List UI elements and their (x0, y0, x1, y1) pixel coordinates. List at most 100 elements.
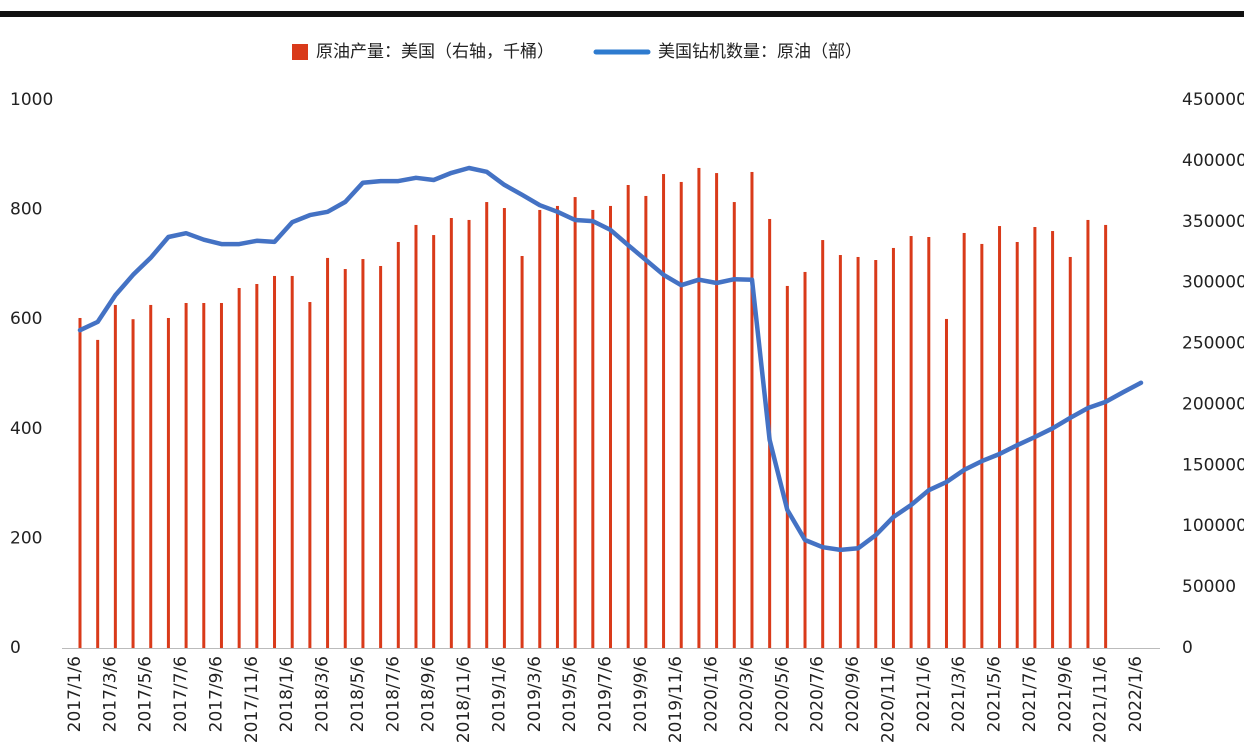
bar (803, 271, 807, 648)
bar (219, 303, 223, 648)
x-tick-label: 2022/1/6 (1126, 656, 1146, 732)
y2-tick-label: 400000 (1182, 151, 1244, 171)
bar (927, 237, 931, 648)
x-tick-label: 2020/9/6 (843, 656, 863, 732)
x-tick-label: 2020/5/6 (772, 656, 792, 732)
bar (255, 284, 259, 648)
x-tick-label: 2020/7/6 (808, 656, 828, 732)
bar (485, 202, 489, 648)
y2-tick-label: 250000 (1182, 334, 1244, 354)
bar (821, 240, 825, 649)
x-tick-label: 2018/11/6 (454, 656, 474, 743)
bar (538, 209, 542, 648)
bar (467, 219, 471, 648)
x-tick-label: 2021/11/6 (1091, 656, 1111, 743)
x-tick-label: 2017/7/6 (171, 656, 191, 732)
y2-tick-label: 100000 (1182, 516, 1244, 536)
bar (838, 255, 842, 648)
x-tick-label: 2021/5/6 (985, 656, 1005, 732)
bar (396, 241, 400, 648)
bar (980, 243, 984, 648)
bar (732, 202, 736, 648)
bar (520, 255, 524, 649)
x-tick-label: 2019/3/6 (525, 656, 545, 732)
bar (909, 236, 913, 649)
top-rule (0, 11, 1244, 17)
y2-tick-label: 300000 (1182, 273, 1244, 293)
bar (449, 218, 453, 648)
bar (166, 317, 170, 648)
bar (202, 303, 206, 648)
bar (874, 260, 878, 648)
line (77, 165, 1144, 553)
bar (662, 174, 666, 648)
bar (679, 181, 683, 648)
bar (998, 226, 1002, 649)
x-tick-label: 2021/1/6 (914, 656, 934, 732)
bar (1086, 219, 1090, 648)
x-tick-label: 2018/3/6 (313, 656, 333, 732)
x-tick-label: 2020/1/6 (702, 656, 722, 732)
bar (591, 209, 595, 648)
bar (343, 269, 347, 648)
bar (715, 173, 719, 649)
y2-tick-label: 50000 (1182, 577, 1236, 597)
y2-tick-label: 150000 (1182, 455, 1244, 475)
bar (609, 205, 612, 649)
bar (131, 319, 135, 648)
y-tick-label: 1000 (10, 90, 53, 110)
bar (379, 265, 383, 648)
y2-tick-label: 450000 (1182, 90, 1244, 110)
bar (626, 185, 630, 648)
x-tick-label: 2017/5/6 (136, 656, 156, 732)
bar (1068, 256, 1072, 648)
bar (750, 171, 754, 648)
x-tick-label: 2019/11/6 (666, 656, 686, 743)
y-tick-label: 0 (10, 638, 21, 658)
bar (78, 317, 82, 648)
x-tick-label: 2018/7/6 (383, 656, 403, 732)
bar (96, 339, 100, 648)
bar (697, 167, 701, 648)
x-tick-label: 2019/1/6 (489, 656, 509, 732)
legend-label: 原油产量：美国（右轴，千桶） (316, 42, 554, 62)
bar (891, 247, 895, 648)
x-tick-label: 2020/3/6 (737, 656, 757, 732)
x-tick-label: 2018/5/6 (348, 656, 368, 732)
y2-tick-label: 200000 (1182, 394, 1244, 414)
bar (573, 197, 577, 648)
x-tick-label: 2019/7/6 (596, 656, 616, 732)
bar (962, 232, 966, 649)
x-tick-label: 2017/1/6 (65, 656, 85, 732)
bar (856, 256, 860, 648)
x-tick-label: 2020/11/6 (878, 656, 898, 743)
bar (785, 285, 789, 648)
y-tick-label: 400 (10, 419, 42, 439)
bar (1051, 231, 1055, 648)
bar (555, 205, 559, 649)
y-tick-label: 800 (10, 200, 42, 220)
bar (290, 275, 294, 648)
x-tick-label: 2021/3/6 (949, 656, 969, 732)
x-tick-label: 2019/9/6 (631, 656, 651, 732)
bar (308, 302, 312, 648)
bar (326, 257, 330, 648)
x-tick-label: 2021/7/6 (1020, 656, 1040, 732)
bar (414, 224, 418, 648)
x-tick-label: 2018/1/6 (277, 656, 297, 732)
bar (237, 288, 241, 648)
x-tick-label: 2017/3/6 (100, 656, 120, 732)
x-tick-label: 2018/9/6 (419, 656, 439, 732)
x-tick-label: 2019/5/6 (560, 656, 580, 732)
bar (432, 235, 436, 648)
y2-tick-label: 350000 (1182, 212, 1244, 232)
bar (1104, 224, 1108, 648)
x-tick-label: 2017/9/6 (206, 656, 226, 732)
bar (149, 304, 153, 648)
legend-swatch (292, 44, 308, 60)
bar (361, 259, 365, 648)
bar (113, 304, 117, 648)
bar (184, 303, 188, 648)
y-tick-label: 200 (10, 528, 42, 548)
